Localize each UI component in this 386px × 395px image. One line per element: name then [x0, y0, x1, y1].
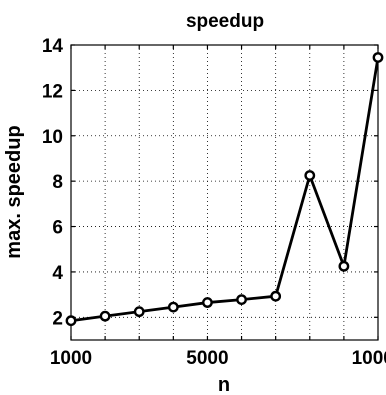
- data-point: [372, 52, 384, 63]
- y-tick-label: 2: [52, 308, 63, 329]
- data-point: [304, 170, 316, 181]
- data-point: [236, 294, 247, 306]
- data-point: [133, 306, 145, 318]
- data-point: [338, 260, 350, 272]
- y-tick-label: 10: [42, 127, 63, 148]
- y-tick-label: 14: [42, 36, 64, 57]
- x-tick-label: 10000: [352, 348, 386, 369]
- data-point: [99, 310, 111, 322]
- plot-frame: [70, 44, 379, 341]
- series-line: [70, 57, 380, 323]
- y-axis-label: max. speedup: [3, 125, 25, 258]
- chart-title: speedup: [186, 11, 264, 32]
- x-tick-label: 5000: [186, 348, 228, 369]
- series-group: [65, 52, 384, 327]
- data-point: [202, 297, 213, 308]
- axis-ticks: 1000 5000 10000 2 4 6 8 10 12 14: [42, 36, 386, 369]
- data-point: [270, 290, 282, 302]
- x-tick-label: 1000: [50, 348, 92, 369]
- data-point: [65, 315, 77, 327]
- grid: [71, 45, 378, 340]
- y-tick-label: 6: [52, 218, 63, 239]
- y-tick-label: 8: [52, 172, 63, 193]
- data-point: [167, 301, 179, 313]
- x-axis-label: n: [218, 374, 230, 395]
- y-tick-label: 4: [52, 263, 63, 284]
- y-tick-label: 12: [42, 81, 63, 102]
